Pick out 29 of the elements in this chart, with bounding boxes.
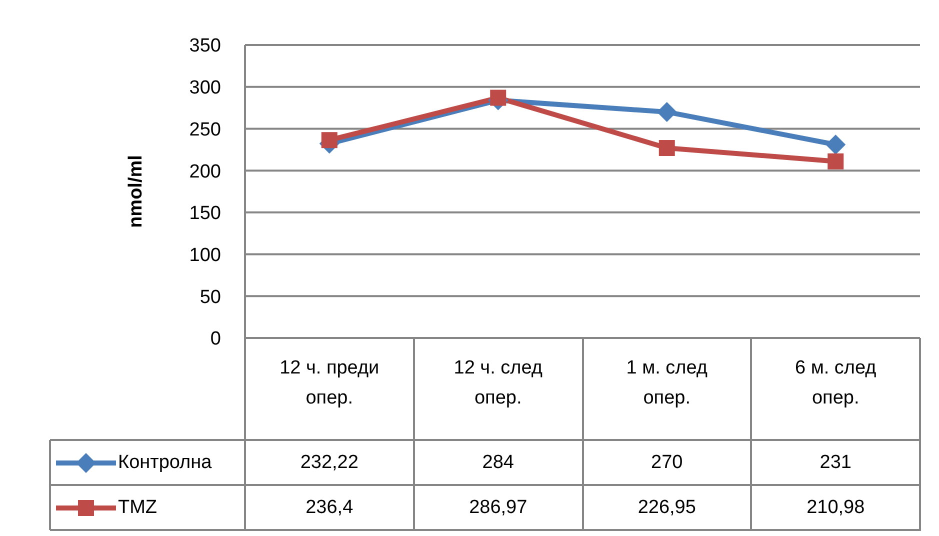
data-label: 210,98 bbox=[806, 496, 866, 520]
y-axis-title: nmol/ml bbox=[126, 155, 147, 228]
data-label: 226,95 bbox=[636, 496, 697, 520]
x-tick-label: 12 ч. след опер. bbox=[454, 357, 542, 408]
y-tick-label: 150 bbox=[189, 203, 221, 224]
data-label: 270 bbox=[650, 450, 684, 474]
point bbox=[490, 90, 506, 106]
y-tick-label: 300 bbox=[189, 78, 221, 99]
y-tick-label: 0 bbox=[210, 328, 221, 350]
y-tick-label: 250 bbox=[189, 119, 221, 140]
y-tick-label: 100 bbox=[189, 245, 221, 266]
point bbox=[828, 153, 844, 170]
x-tick-label: 12 ч. преди опер. bbox=[280, 357, 380, 408]
point bbox=[321, 132, 338, 148]
y-tick-label: 200 bbox=[189, 161, 221, 182]
data-label: 231 bbox=[818, 450, 852, 474]
data-label: 286,97 bbox=[468, 496, 528, 520]
x-tick-label: 1 м. след опер. bbox=[626, 357, 708, 408]
legend-label: TMZ bbox=[118, 496, 158, 518]
y-tick-label: 350 bbox=[189, 36, 221, 57]
point bbox=[826, 134, 846, 155]
point bbox=[656, 102, 677, 122]
x-tick-label: 6 м. след опер. bbox=[794, 357, 876, 408]
data-label: 284 bbox=[481, 450, 515, 474]
point bbox=[658, 140, 675, 156]
y-tick-label: 50 bbox=[200, 286, 221, 308]
data-label: 232,22 bbox=[299, 450, 360, 474]
legend-label: Контролна bbox=[118, 452, 212, 474]
data-label: 236,4 bbox=[304, 496, 354, 520]
